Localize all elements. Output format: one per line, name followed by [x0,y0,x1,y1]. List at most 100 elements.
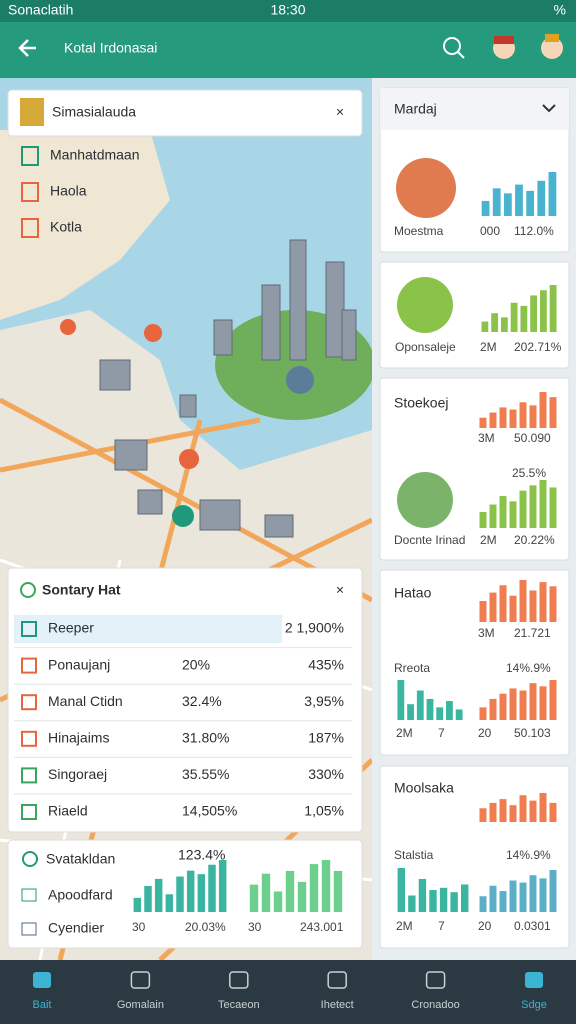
bar [489,412,497,428]
bar [537,180,546,216]
side-label: 50.103 [514,726,551,740]
bar [499,407,507,428]
pin[interactable] [144,324,162,342]
row-value: 1,05% [304,803,344,819]
side-label: 112.0% [514,224,554,238]
legend: Manhatdmaan Haola Kotla [21,146,140,238]
bar [450,892,458,912]
bar [479,707,487,720]
bar [529,683,537,720]
close-button[interactable]: × [336,104,344,120]
row-value: 31.80% [182,730,229,746]
carrier: Sonaclatih [8,2,73,18]
search-icon[interactable] [443,37,465,59]
bar [176,876,184,912]
bar [539,686,547,720]
pin[interactable] [60,319,76,335]
bar [519,402,527,428]
bar [499,799,507,822]
nav-label[interactable]: Cronadoo [411,999,459,1011]
nav-icon [425,971,446,989]
side-label: 2M [396,726,413,740]
bar [549,285,557,332]
legend-card-header [7,89,363,137]
row-icon [21,657,37,674]
chart-label: 30 [132,920,146,934]
bar [529,875,537,912]
bar [461,884,469,912]
nav-label[interactable]: Tecaeon [218,999,260,1011]
row-icon [21,621,37,637]
bar [510,302,518,332]
row-value: 435% [308,656,344,672]
bar [515,184,523,216]
bar [481,321,489,332]
bar [418,879,427,912]
bar [499,693,507,720]
dropdown-arrow [542,104,556,113]
side-label: 7 [438,726,445,740]
nav-label[interactable]: Bait [33,999,52,1011]
side-label: 20 [478,726,492,740]
side-label: 21.721 [514,626,551,640]
avatar[interactable] [541,34,563,59]
side-title: Moolsaka [394,780,454,796]
nav-icon [33,972,51,988]
dropdown-label: Mardaj [394,101,437,117]
row-label: Reeper [48,620,94,636]
legend-swatch [21,182,39,202]
bar [539,392,547,428]
bar [489,698,497,720]
bar [481,200,490,216]
side-sub: Stalstia [394,848,434,862]
bar [261,873,271,912]
bar [549,586,557,622]
side-title: Stoekoej [394,395,448,411]
legend-swatch [21,146,39,166]
bar [408,895,416,912]
side-label: 7 [438,919,445,933]
bar [529,485,537,528]
row-value: 3,95% [304,693,344,709]
bar [549,487,557,528]
bar [455,709,463,720]
pin[interactable] [179,449,199,469]
bar [499,891,507,912]
row-label: Singoraej [48,766,107,782]
bar [519,882,527,912]
app-bar [0,22,576,78]
bar [529,405,537,428]
bar [321,860,331,912]
thumbnail [396,158,456,218]
nav-icon [327,971,347,989]
side-label: 202.71% [514,340,562,354]
nav-label[interactable]: Sdge [521,999,547,1011]
side-label: 50.090 [514,431,551,445]
bar [519,690,527,720]
bar [197,874,206,912]
avatar[interactable] [493,36,515,59]
pin[interactable] [172,505,194,527]
close-button[interactable]: × [336,582,344,598]
bar [133,897,142,912]
time: 18:30 [270,2,305,18]
bar [499,496,507,528]
bar [509,688,517,720]
back-button[interactable] [18,39,36,57]
row-icon [21,767,37,784]
nav-label[interactable]: Gomalain [117,999,164,1011]
bar [309,864,319,912]
dropdown[interactable] [380,88,569,130]
bar [144,886,152,912]
nav-label[interactable]: Ihetect [321,999,354,1011]
bar [489,802,497,822]
summary-value: 123.4% [178,847,225,863]
chart-label: 20.03% [185,920,226,934]
item-icon [21,888,37,902]
nav-icon [130,971,151,989]
bar [273,891,283,912]
table: Reeper 2 1,900% Ponaujanj 20% 435% Manal Ctid… [14,615,352,820]
bar [539,290,547,332]
side-label: 2M [396,919,413,933]
